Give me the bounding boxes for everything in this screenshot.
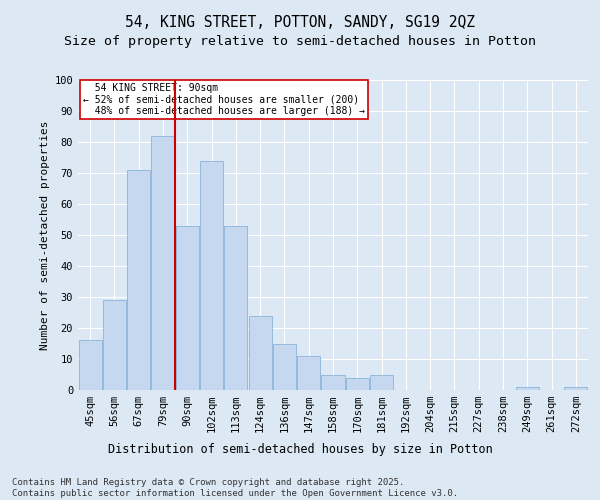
Bar xyxy=(322,374,344,390)
Bar xyxy=(79,340,101,390)
Bar xyxy=(224,226,247,390)
Bar xyxy=(370,374,393,390)
Text: Distribution of semi-detached houses by size in Potton: Distribution of semi-detached houses by … xyxy=(107,442,493,456)
Y-axis label: Number of semi-detached properties: Number of semi-detached properties xyxy=(40,120,50,350)
Bar xyxy=(297,356,320,390)
Text: 54, KING STREET, POTTON, SANDY, SG19 2QZ: 54, KING STREET, POTTON, SANDY, SG19 2QZ xyxy=(125,15,475,30)
Text: Size of property relative to semi-detached houses in Potton: Size of property relative to semi-detach… xyxy=(64,35,536,48)
Bar xyxy=(516,387,539,390)
Bar xyxy=(151,136,175,390)
Bar xyxy=(273,344,296,390)
Bar xyxy=(176,226,199,390)
Bar xyxy=(346,378,369,390)
Bar xyxy=(103,300,126,390)
Bar xyxy=(248,316,272,390)
Text: Contains HM Land Registry data © Crown copyright and database right 2025.
Contai: Contains HM Land Registry data © Crown c… xyxy=(12,478,458,498)
Bar xyxy=(200,160,223,390)
Text: 54 KING STREET: 90sqm
← 52% of semi-detached houses are smaller (200)
  48% of s: 54 KING STREET: 90sqm ← 52% of semi-deta… xyxy=(83,83,365,116)
Bar xyxy=(127,170,150,390)
Bar xyxy=(565,387,587,390)
